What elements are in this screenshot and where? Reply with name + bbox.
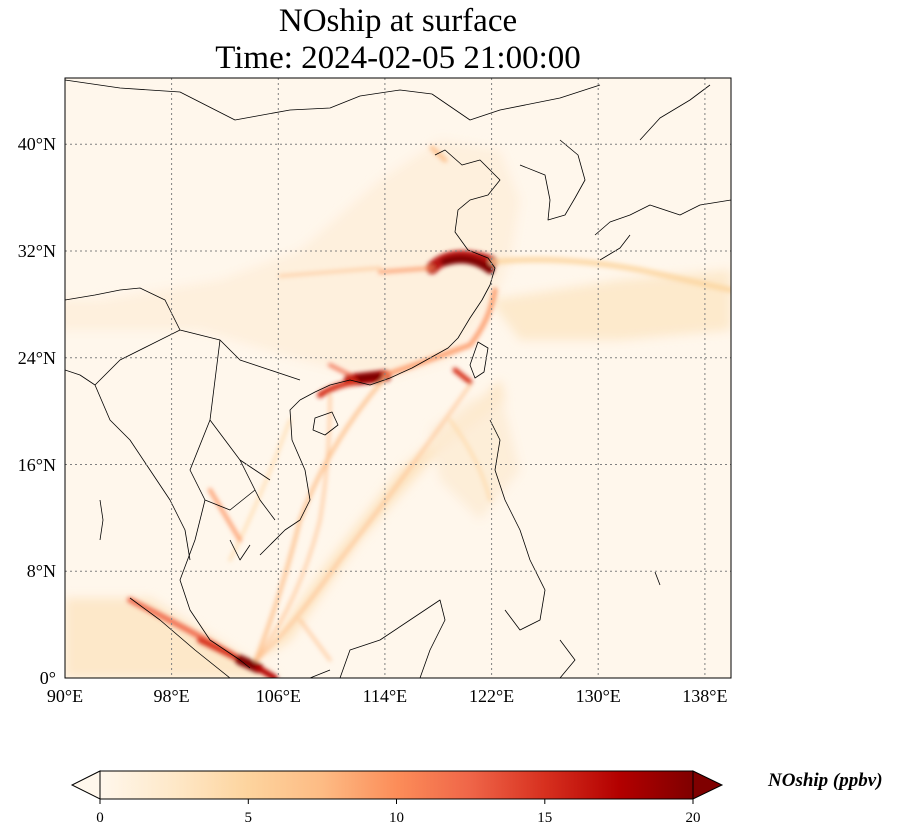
lon-tick-labels: 90°E 98°E 106°E 114°E 122°E 130°E 138°E bbox=[47, 686, 728, 706]
lon-tick-90e: 90°E bbox=[47, 686, 83, 706]
lon-tick-98e: 98°E bbox=[153, 686, 189, 706]
lon-tick-114e: 114°E bbox=[363, 686, 408, 706]
gridlines bbox=[65, 78, 731, 678]
colorbar-tick-5: 5 bbox=[245, 810, 253, 826]
colorbar-label: NOship (ppbv) bbox=[768, 770, 883, 791]
lat-tick-labels: 0° 8°N 16°N 24°N 32°N 40°N bbox=[18, 134, 56, 688]
shipping-plumes bbox=[127, 145, 731, 678]
colorbar-tick-15: 15 bbox=[537, 810, 552, 826]
colorbar: 0 5 10 15 20 bbox=[70, 770, 724, 826]
map-title-line1: NOship at surface bbox=[278, 3, 518, 39]
lon-tick-138e: 138°E bbox=[682, 686, 727, 706]
colorbar-tick-20: 20 bbox=[686, 810, 701, 826]
colorbar-extend-max bbox=[692, 770, 724, 800]
lat-tick-0: 0° bbox=[40, 668, 56, 688]
lat-tick-8n: 8°N bbox=[27, 561, 56, 581]
coastlines bbox=[65, 79, 731, 678]
map-title-line2: Time: 2024-02-05 21:00:00 bbox=[215, 40, 581, 76]
colorbar-extend-min bbox=[70, 770, 101, 800]
colorbar-tick-0: 0 bbox=[96, 810, 104, 826]
lat-tick-40n: 40°N bbox=[18, 134, 56, 154]
lat-tick-16n: 16°N bbox=[18, 455, 56, 475]
map-frame bbox=[64, 77, 732, 679]
colorbar-gradient bbox=[100, 771, 693, 799]
lat-tick-32n: 32°N bbox=[18, 241, 56, 261]
lon-tick-130e: 130°E bbox=[576, 686, 621, 706]
colorbar-tick-10: 10 bbox=[389, 810, 404, 826]
lon-tick-122e: 122°E bbox=[469, 686, 514, 706]
lat-tick-24n: 24°N bbox=[18, 348, 56, 368]
lon-tick-106e: 106°E bbox=[256, 686, 301, 706]
